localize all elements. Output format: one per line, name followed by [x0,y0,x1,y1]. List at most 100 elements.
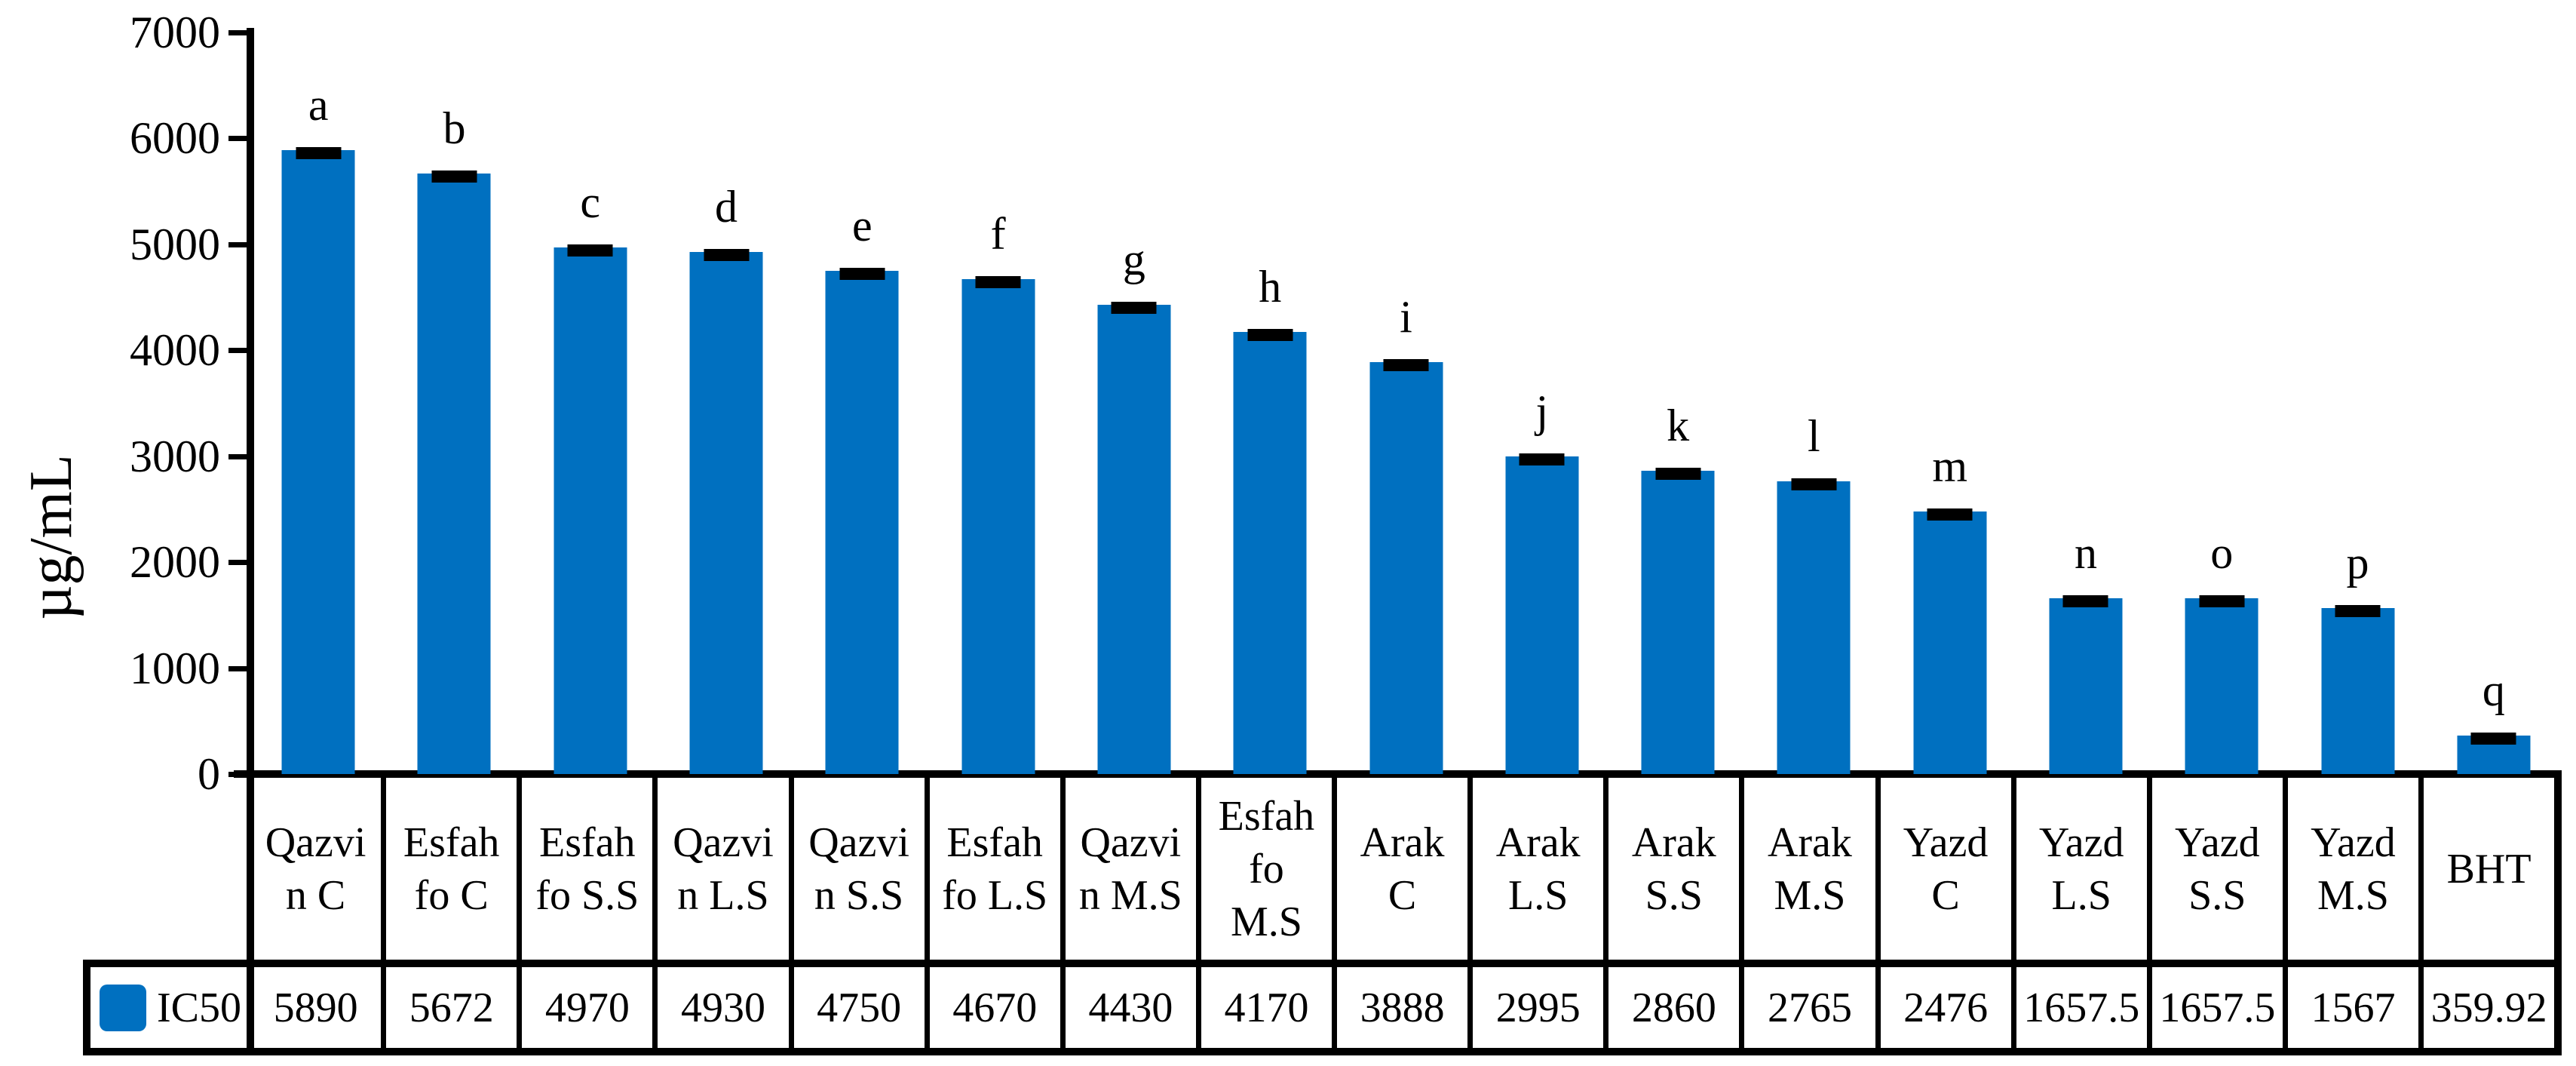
error-bar-cap [1519,453,1565,466]
value-cell: 2860 [1608,967,1745,1048]
significance-letter: j [1535,386,1549,437]
bar-esfah-fo-m-s [1233,329,1307,774]
significance-letter: a [308,79,329,130]
error-bar-cap [1383,359,1429,372]
category-cell: Esfah fo M.S [1201,778,1337,960]
bar-yazd-c [1913,508,1987,774]
significance-letter: h [1259,262,1282,312]
bar-arak-s-s [1641,468,1715,774]
value-cell: 4970 [522,967,658,1048]
significance-letter: g [1122,234,1145,284]
y-tick-label: 4000 [130,325,220,376]
y-tick-label: 6000 [130,113,220,164]
bar-yazd-l-s [2049,595,2123,774]
bar-arak-l-s [1505,453,1579,774]
value-cell: 3888 [1337,967,1474,1048]
y-tick-label: 5000 [130,219,220,269]
category-cell: Yazd L.S [2016,778,2152,960]
significance-letter: l [1808,410,1820,461]
y-axis-line [247,28,254,1055]
significance-letter: p [2346,537,2369,588]
value-cell: 1567 [2288,967,2424,1048]
category-cell: Arak L.S [1473,778,1609,960]
error-bar-cap [2062,595,2108,608]
value-cell: 2765 [1744,967,1881,1048]
error-bar-cap [1247,329,1293,342]
bar-yazd-s-s [2185,595,2259,774]
value-cell: 2995 [1473,967,1609,1048]
significance-letter: k [1667,401,1690,451]
error-bar-cap [567,244,613,257]
y-tick-mark [228,136,248,141]
bar-qazvin-m-s [1097,301,1171,774]
value-cell: 4430 [1066,967,1201,1048]
significance-letter: f [990,209,1006,260]
legend-label: IC50 [157,984,241,1031]
category-cell: Esfah fo C [386,778,523,960]
error-bar-cap [975,276,1021,289]
significance-letter: n [2074,528,2097,579]
legend-color-swatch [100,984,146,1031]
table-bottom-border [83,1048,2562,1055]
value-cell: 1657.5 [2152,967,2288,1048]
legend: IC50 [83,967,250,1048]
significance-letter: d [715,181,738,232]
y-tick-mark [228,454,248,459]
y-tick-label: 3000 [130,431,220,481]
y-tick-mark [228,666,248,671]
value-cell: 2476 [1881,967,2016,1048]
bar-arak-c [1369,359,1443,774]
significance-letter: q [2482,665,2505,716]
bar-esfah-fo-s-s [554,244,627,774]
category-cell: Esfah fo L.S [930,778,1066,960]
category-cell: Qazvi n C [250,778,387,960]
bar-bht [2457,733,2531,774]
category-cell: Yazd S.S [2152,778,2288,960]
data-table-value-row: 5890 5672 4970 4930 4750 4670 4430 4170 3888 2995… [250,967,2562,1048]
error-bar-cap [2199,595,2245,608]
significance-letter: c [580,177,601,228]
bar-qazvin-s-s [825,267,899,774]
bar-esfah-fo-l-s [961,276,1035,774]
significance-letter: m [1932,441,1967,492]
plot-area: a b c d e f g h i j k l m n o p q [250,32,2562,774]
significance-letter: o [2210,528,2234,579]
y-tick-label: 7000 [130,8,220,57]
y-tick-mark [228,242,248,247]
value-cell: 5890 [250,967,387,1048]
error-bar-cap [2335,604,2381,617]
bar-esfah-fo-c [417,170,491,774]
category-cell: Qazvi n M.S [1066,778,1201,960]
error-bar-cap [1111,301,1157,314]
y-tick-mark [228,30,248,35]
error-bar-cap [2470,733,2516,745]
value-cell: 1657.5 [2016,967,2152,1048]
category-cell: Qazvi n S.S [794,778,930,960]
value-cell: 4670 [930,967,1066,1048]
error-bar-cap [1927,508,1973,521]
bar-yazd-m-s [2321,604,2395,774]
y-tick-mark [228,348,248,353]
category-cell: Arak S.S [1608,778,1745,960]
category-cell: Arak M.S [1744,778,1881,960]
category-cell: BHT [2424,778,2562,960]
bar-qazvin-l-s [689,248,763,774]
value-cell: 4930 [658,967,794,1048]
y-tick-mark [228,560,248,565]
table-divider-line [83,960,2562,967]
error-bar-cap [1655,468,1701,481]
bar-qazvin-c [281,146,355,774]
y-tick-label: 0 [198,749,220,799]
bar-arak-m-s [1777,478,1851,774]
category-cell: Qazvi n L.S [658,778,794,960]
significance-letter: i [1400,292,1412,343]
value-cell: 4750 [794,967,930,1048]
category-cell: Esfah fo S.S [522,778,658,960]
category-label-row: Qazvi n C Esfah fo C Esfah fo S.S Qazvi n L… [250,778,2562,960]
category-cell: Yazd C [1881,778,2016,960]
y-tick-label: 1000 [130,643,220,693]
error-bar-cap [1791,478,1837,490]
category-cell: Arak C [1337,778,1474,960]
value-cell: 4170 [1201,967,1337,1048]
